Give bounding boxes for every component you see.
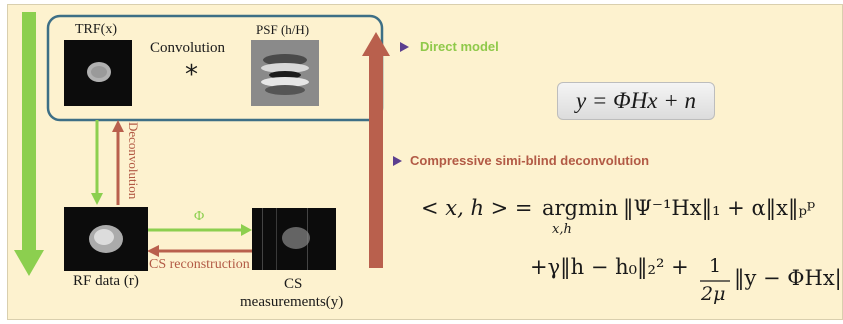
cs-reconstruction-label: CS reconstruction [149, 257, 250, 272]
cs-measurements-label-line2: measurements(y) [240, 294, 344, 310]
equation-argmin-subscript: x,h [552, 222, 572, 237]
rf-data-image [64, 207, 148, 271]
equation-line2-a: +γ‖h − h₀‖₂² + [530, 255, 689, 279]
equation-frac-den: 2μ [701, 283, 726, 305]
equation-line1-rhs: ‖Ψ⁻¹Hx‖₁ + α‖x‖ₚᵖ [623, 196, 816, 220]
bullet-marker-direct [400, 42, 409, 52]
equation-line2-b: ‖y − ΦHx‖₂² [734, 266, 839, 290]
trf-image [64, 40, 132, 106]
phi-right-arrow [148, 224, 252, 236]
rf-data-label: RF data (r) [73, 273, 139, 289]
cs-reconstruction-left-arrow [147, 245, 252, 257]
equation-frac-num: 1 [709, 255, 722, 277]
convolution-label: Convolution [150, 40, 226, 56]
equation-line1-lhs: < x, h > = [421, 196, 533, 220]
cs-measurements-label-line1: CS [284, 276, 303, 292]
deconvolution-label: Deconvolution [126, 122, 141, 200]
green-down-arrow [91, 120, 103, 205]
trf-label: TRF(x) [75, 22, 117, 37]
direct-model-equation: y = ΦHx + n [557, 82, 715, 120]
direct-equation-text: y = ΦHx + n [575, 88, 697, 113]
big-down-green-arrow [14, 12, 44, 276]
big-up-red-arrow [362, 32, 390, 268]
psf-label: PSF (h/H) [256, 22, 310, 37]
direct-model-heading: Direct model [420, 39, 499, 54]
phi-label: Φ [194, 209, 205, 224]
cs-measurements-image [252, 208, 336, 270]
convolution-star: * [185, 60, 198, 90]
bullet-marker-compressive [393, 156, 402, 166]
equation-argmin: argmin [542, 196, 619, 220]
psf-image [251, 40, 319, 106]
deconvolution-up-arrow [112, 120, 124, 205]
compressive-heading: Compressive simi-blind deconvolution [410, 153, 650, 168]
